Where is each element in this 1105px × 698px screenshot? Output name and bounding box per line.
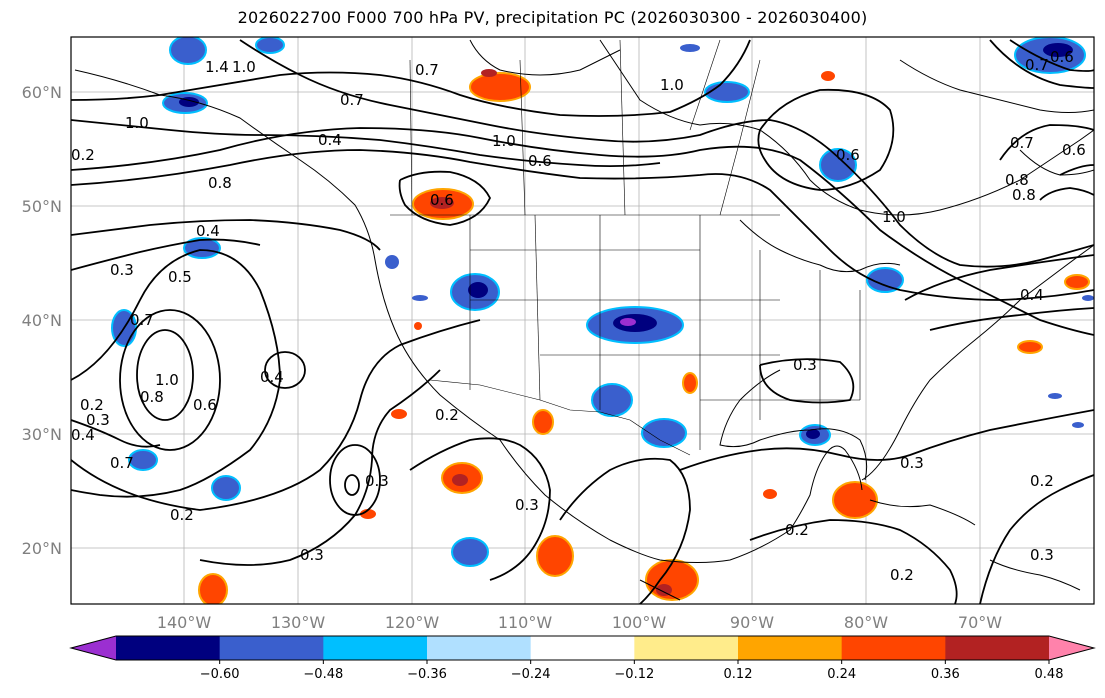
lon-label: 100°W xyxy=(612,613,667,632)
contour-label: 0.6 xyxy=(430,191,454,209)
contour-label: 1.4 xyxy=(205,58,229,76)
colorbar-segment xyxy=(634,636,739,660)
contour-label: 0.8 xyxy=(1012,186,1036,204)
contour-label: 0.8 xyxy=(1005,171,1029,189)
contour-label: 1.0 xyxy=(125,114,149,132)
precip-positive xyxy=(198,69,1090,604)
lat-label: 20°N xyxy=(22,539,62,558)
contour-label: 0.2 xyxy=(170,506,194,524)
contour-label: 0.3 xyxy=(86,411,110,429)
colorbar-segment xyxy=(116,636,221,660)
contour-label: 0.2 xyxy=(80,396,104,414)
colorbar-segment xyxy=(738,636,843,660)
contour-label: 1.0 xyxy=(882,208,906,226)
lat-label: 50°N xyxy=(22,197,62,216)
contour-label: 0.2 xyxy=(435,406,459,424)
contour-label: 1.0 xyxy=(492,132,516,150)
contour-label: 0.7 xyxy=(110,454,134,472)
precip-shading xyxy=(111,37,1094,604)
contour-label: 0.7 xyxy=(415,61,439,79)
coastlines xyxy=(74,39,1094,601)
contour-label: 0.3 xyxy=(900,454,924,472)
contour-label: 1.0 xyxy=(232,58,256,76)
contour-label: 0.3 xyxy=(793,356,817,374)
lat-label: 40°N xyxy=(22,311,62,330)
colorbar-extend-high xyxy=(1049,636,1094,660)
colorbar-tick-label: −0.60 xyxy=(200,667,240,682)
contour-label: 0.6 xyxy=(836,146,860,164)
political-borders xyxy=(390,39,861,456)
contour-label: 0.8 xyxy=(140,388,164,406)
contour-label: 0.3 xyxy=(365,472,389,490)
colorbar-tick-label: 0.12 xyxy=(724,667,753,682)
colorbar-tick-label: 0.24 xyxy=(827,667,856,682)
colorbar-segment xyxy=(530,636,635,660)
colorbar-segment xyxy=(219,636,324,660)
contour-label: 1.0 xyxy=(155,371,179,389)
contour-label: 0.4 xyxy=(196,222,220,240)
contour-label: 0.3 xyxy=(515,496,539,514)
colorbar-tick-label: −0.24 xyxy=(511,667,551,682)
lon-label: 120°W xyxy=(385,613,440,632)
contour-label: 0.2 xyxy=(890,566,914,584)
colorbar-tick-label: 0.36 xyxy=(931,667,960,682)
lon-label: 110°W xyxy=(498,613,553,632)
contour-label: 0.5 xyxy=(168,268,192,286)
contour-label: 0.6 xyxy=(1062,141,1086,159)
lat-label: 60°N xyxy=(22,83,62,102)
contour-label: 0.2 xyxy=(1030,472,1054,490)
colorbar: −0.60 −0.48 −0.36 −0.24 −0.12 0.12 0.24 0.36 0.4… xyxy=(69,635,1096,682)
colorbar-tick-label: 0.48 xyxy=(1035,667,1064,682)
lon-label: 90°W xyxy=(730,613,774,632)
contour-label: 0.7 xyxy=(1025,56,1049,74)
pv-contours xyxy=(71,39,1094,604)
contour-label: 1.0 xyxy=(660,76,684,94)
colorbar-extend-low xyxy=(71,636,116,660)
colorbar-tick-label: −0.36 xyxy=(407,667,447,682)
contour-label: 0.3 xyxy=(110,261,134,279)
colorbar-tick-label: −0.48 xyxy=(303,667,343,682)
contour-label: 0.3 xyxy=(300,546,324,564)
contour-label: 0.6 xyxy=(528,152,552,170)
precip-negative xyxy=(111,37,1094,567)
colorbar-outline xyxy=(69,635,1096,661)
map-title: 2026022700 F000 700 hPa PV, precipitatio… xyxy=(237,8,868,27)
contour-label: 0.3 xyxy=(1030,546,1054,564)
colorbar-segment xyxy=(841,636,946,660)
contour-label: 0.7 xyxy=(340,91,364,109)
map-background xyxy=(71,37,1094,604)
lon-label: 130°W xyxy=(271,613,326,632)
contour-label: 0.6 xyxy=(1050,48,1074,66)
colorbar-tick-label: −0.12 xyxy=(614,667,654,682)
contour-label: 0.4 xyxy=(318,131,342,149)
lat-label: 30°N xyxy=(22,425,62,444)
lon-label: 70°W xyxy=(958,613,1002,632)
contour-label: 0.6 xyxy=(193,396,217,414)
lon-label: 80°W xyxy=(844,613,888,632)
colorbar-segment xyxy=(427,636,532,660)
contour-label: 0.4 xyxy=(260,368,284,386)
contour-label: 0.7 xyxy=(130,311,154,329)
contour-label: 0.4 xyxy=(71,426,95,444)
lon-label: 140°W xyxy=(157,613,212,632)
contour-label: 0.8 xyxy=(208,174,232,192)
contour-label: 0.2 xyxy=(71,146,95,164)
map-frame xyxy=(70,36,1095,605)
longitude-labels: 140°W 130°W 120°W 110°W 100°W 90°W 80°W … xyxy=(157,613,1002,632)
colorbar-segment xyxy=(945,636,1050,660)
latitude-labels: 60°N 50°N 40°N 30°N 20°N xyxy=(22,83,62,558)
contour-labels: 1.4 1.0 0.7 1.0 0.7 1.0 1.0 0.7 0.6 0.4 … xyxy=(71,48,1086,584)
contour-label: 0.7 xyxy=(1010,134,1034,152)
colorbar-segment xyxy=(323,636,428,660)
contour-label: 0.4 xyxy=(1020,286,1044,304)
contour-label: 0.2 xyxy=(785,521,809,539)
